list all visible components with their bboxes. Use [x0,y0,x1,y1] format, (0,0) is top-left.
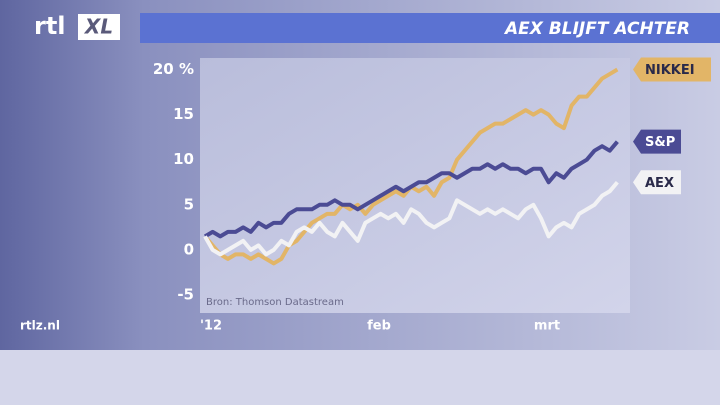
legend-swatch [633,57,711,82]
y-tick-label: 5 [184,195,194,213]
y-tick-label: -5 [177,285,194,303]
series-line [203,140,619,239]
legend-swatch [633,129,681,154]
logo-xl: XL [83,15,113,39]
y-tick-label: 15 [173,105,194,123]
source-note: Bron: Thomson Datastream [206,297,344,308]
x-tick-label: feb [367,319,391,334]
series-line [203,180,619,257]
x-tick-label: mrt [534,319,560,334]
legend-label: AEX [645,176,674,191]
x-tick-label: '12 [200,319,222,334]
legend-swatch [633,170,681,195]
legend-label: NIKKEI [645,63,695,78]
y-tick-label: 10 [173,150,194,168]
logo-box [78,14,120,40]
legend-label: S&P [645,135,675,150]
chart-title: AEX BLIJFT ACHTER [503,19,690,39]
y-tick-label: 0 [184,240,194,258]
logo-rtl: rtl [34,12,66,40]
bottom-band [0,350,720,405]
title-banner [140,13,720,43]
site-label: rtlz.nl [20,319,60,333]
y-tick-label: 20 % [153,60,194,78]
